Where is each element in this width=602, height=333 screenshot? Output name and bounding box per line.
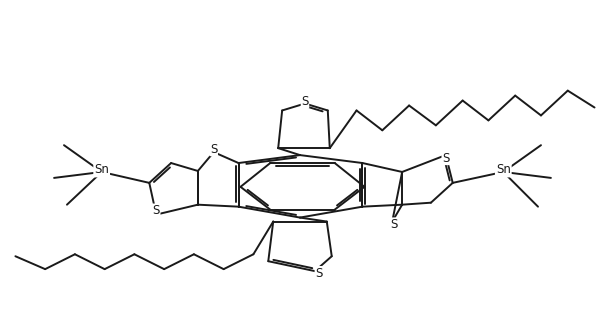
Text: S: S bbox=[442, 152, 450, 165]
Text: S: S bbox=[152, 204, 160, 217]
Text: Sn: Sn bbox=[95, 164, 109, 176]
Text: Sn: Sn bbox=[496, 164, 510, 176]
Text: S: S bbox=[210, 143, 217, 156]
Text: S: S bbox=[301, 95, 309, 108]
Text: S: S bbox=[315, 267, 323, 280]
Text: S: S bbox=[391, 218, 398, 231]
